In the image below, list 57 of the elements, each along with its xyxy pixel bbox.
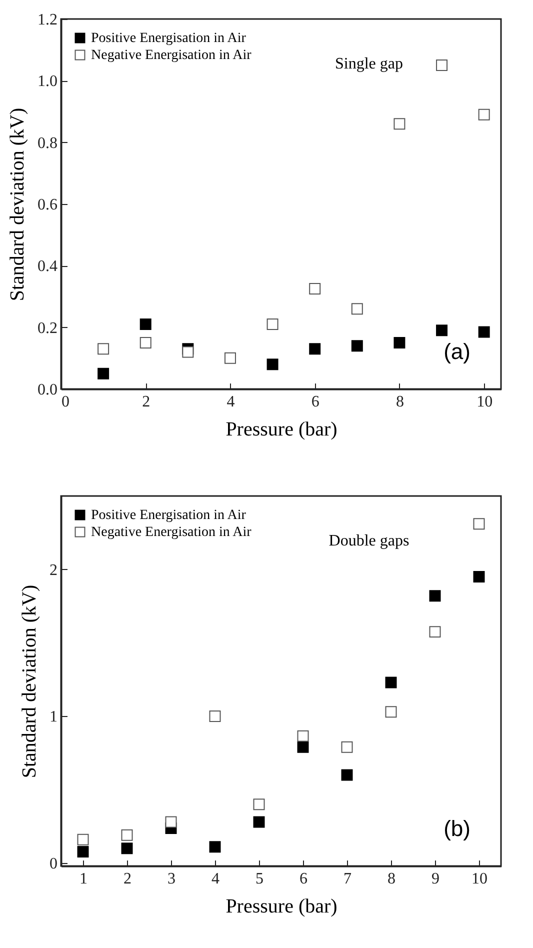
point bbox=[436, 324, 448, 336]
point bbox=[341, 769, 353, 781]
x-tick-label: 7 bbox=[344, 870, 352, 888]
annotation: Double gaps bbox=[328, 532, 410, 550]
legend-label: Negative Energisation in Air bbox=[91, 525, 252, 540]
x-tick-label: 8 bbox=[396, 394, 404, 410]
point bbox=[394, 337, 406, 348]
point bbox=[165, 816, 177, 828]
legend-label: Negative Energisation in Air bbox=[91, 48, 252, 63]
y-tick-label: 1.2 bbox=[38, 12, 58, 28]
y-tick-label: 0.8 bbox=[38, 134, 58, 152]
x-tick-label: 2 bbox=[124, 870, 132, 888]
x-tick-label: 4 bbox=[226, 394, 235, 410]
y-tick-label: 0.2 bbox=[38, 320, 58, 337]
x-tick-label: 2 bbox=[142, 394, 150, 410]
y-tick-label: 0.4 bbox=[38, 258, 58, 276]
x-tick-label: 10 bbox=[472, 870, 488, 888]
point bbox=[266, 358, 278, 370]
point bbox=[140, 318, 152, 330]
point bbox=[351, 340, 363, 352]
y-axis-title: Standard deviation (kV) bbox=[18, 584, 40, 778]
point bbox=[98, 368, 110, 380]
legend-label: Positive Energisation in Air bbox=[91, 508, 246, 523]
point bbox=[121, 842, 133, 854]
x-tick-label: 9 bbox=[432, 870, 440, 888]
point bbox=[385, 676, 397, 688]
point bbox=[478, 326, 490, 338]
point bbox=[209, 841, 221, 853]
annotation: (b) bbox=[444, 816, 470, 841]
point bbox=[182, 346, 194, 358]
x-tick-label: 8 bbox=[388, 870, 396, 888]
x-axis-title: Pressure (bar) bbox=[226, 896, 338, 918]
point bbox=[77, 846, 89, 858]
y-tick-label: 0.6 bbox=[38, 196, 58, 214]
annotation: Single gap bbox=[335, 55, 403, 72]
x-tick-label: 10 bbox=[476, 394, 493, 410]
x-tick-label: 4 bbox=[212, 870, 220, 888]
point bbox=[309, 343, 321, 355]
y-tick-label: 2 bbox=[50, 562, 58, 579]
point bbox=[473, 571, 485, 582]
annotation: (a) bbox=[444, 339, 470, 364]
x-tick-label: 6 bbox=[300, 870, 308, 888]
y-tick-label: 1.0 bbox=[38, 73, 58, 90]
x-tick-label: 1 bbox=[80, 870, 88, 888]
point bbox=[429, 590, 441, 602]
x-tick-label: 0 bbox=[62, 394, 70, 410]
x-tick-label: 3 bbox=[168, 870, 176, 888]
x-tick-label: 5 bbox=[256, 870, 264, 888]
point bbox=[253, 816, 265, 828]
y-tick-label: 0 bbox=[50, 856, 58, 873]
y-axis-title: Standard deviation (kV) bbox=[6, 108, 28, 302]
legend-label: Positive Energisation in Air bbox=[91, 31, 246, 46]
y-tick-label: 0.0 bbox=[38, 382, 58, 398]
y-tick-label: 1 bbox=[50, 708, 58, 726]
x-axis-title: Pressure (bar) bbox=[226, 418, 338, 440]
point bbox=[297, 741, 309, 753]
x-tick-label: 6 bbox=[311, 394, 320, 410]
